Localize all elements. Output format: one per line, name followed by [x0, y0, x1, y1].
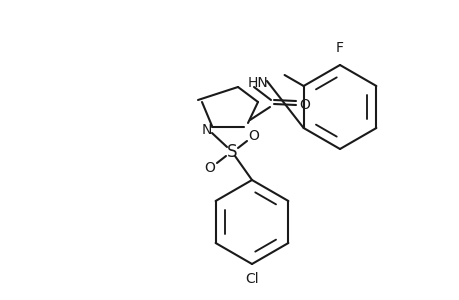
Text: O: O: [204, 161, 215, 175]
Text: O: O: [248, 129, 259, 143]
Text: N: N: [202, 123, 212, 137]
Text: F: F: [335, 41, 343, 55]
Text: HN: HN: [247, 76, 268, 90]
Text: Cl: Cl: [245, 272, 258, 286]
Text: S: S: [226, 143, 237, 161]
Text: O: O: [299, 98, 310, 112]
